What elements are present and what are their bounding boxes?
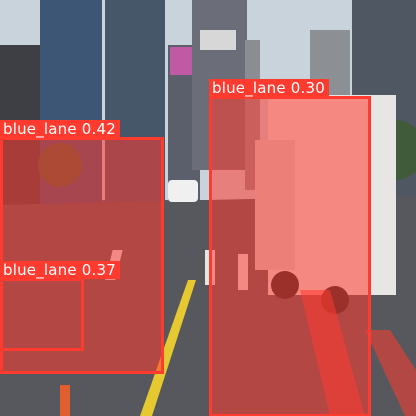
- traffic-cone: [60, 385, 70, 416]
- detection-box-3: blue_lane 0.37: [0, 261, 120, 351]
- mask-2-lane-stripe: [300, 290, 365, 416]
- detection-label: blue_lane 0.42: [0, 120, 120, 138]
- building-sign: [200, 30, 236, 50]
- detection-box-2: blue_lane 0.30: [209, 79, 371, 416]
- detection-label: blue_lane 0.30: [209, 79, 329, 97]
- detection-box-1: blue_lane 0.42: [0, 120, 164, 374]
- detection-label: blue_lane 0.37: [0, 261, 120, 279]
- white-car: [168, 180, 198, 202]
- yellow-lane-line: [140, 280, 196, 416]
- mask-lane-right: [365, 330, 416, 416]
- segmentation-masks: [0, 96, 416, 416]
